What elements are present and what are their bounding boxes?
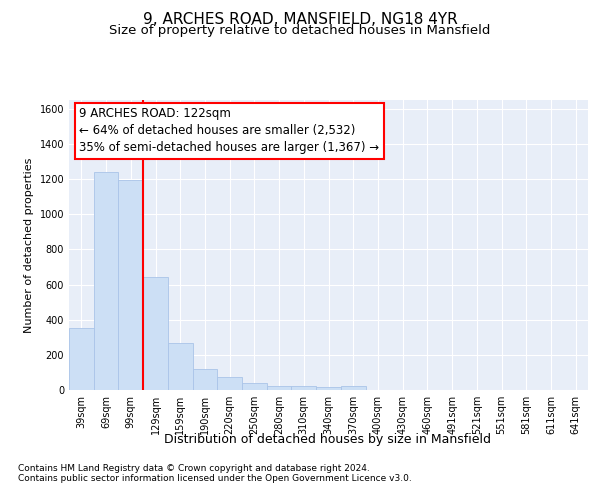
Text: 9 ARCHES ROAD: 122sqm
← 64% of detached houses are smaller (2,532)
35% of semi-d: 9 ARCHES ROAD: 122sqm ← 64% of detached …: [79, 108, 380, 154]
Bar: [267, 386, 292, 390]
Bar: [118, 180, 143, 390]
Text: Distribution of detached houses by size in Mansfield: Distribution of detached houses by size …: [163, 432, 491, 446]
Bar: [143, 276, 168, 390]
Bar: [69, 328, 94, 390]
Bar: [316, 388, 341, 390]
Bar: [341, 386, 365, 390]
Bar: [217, 377, 242, 390]
Bar: [94, 172, 118, 390]
Bar: [292, 386, 316, 390]
Y-axis label: Number of detached properties: Number of detached properties: [24, 158, 34, 332]
Bar: [193, 369, 217, 390]
Bar: [168, 344, 193, 390]
Text: 9, ARCHES ROAD, MANSFIELD, NG18 4YR: 9, ARCHES ROAD, MANSFIELD, NG18 4YR: [143, 12, 457, 28]
Text: Size of property relative to detached houses in Mansfield: Size of property relative to detached ho…: [109, 24, 491, 37]
Text: Contains public sector information licensed under the Open Government Licence v3: Contains public sector information licen…: [18, 474, 412, 483]
Text: Contains HM Land Registry data © Crown copyright and database right 2024.: Contains HM Land Registry data © Crown c…: [18, 464, 370, 473]
Bar: [242, 383, 267, 390]
